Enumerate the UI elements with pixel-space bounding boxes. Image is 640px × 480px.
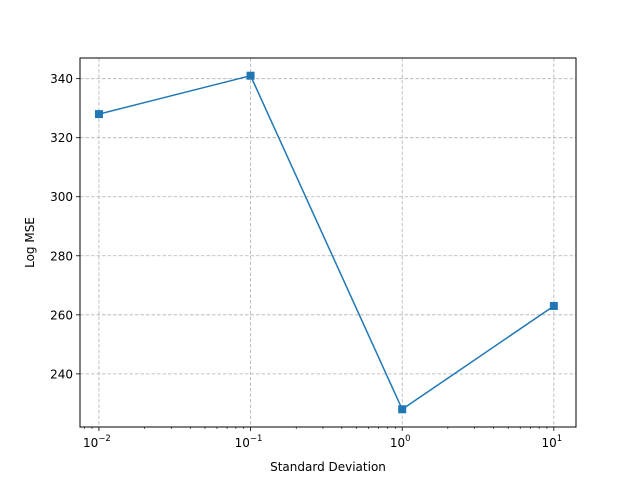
x-tick-label: 101 (541, 434, 562, 450)
x-tick-label: 10−2 (83, 434, 111, 450)
x-tick-label: 10−1 (235, 434, 263, 450)
y-tick-label: 320 (50, 131, 73, 145)
grid-lines (80, 58, 576, 427)
y-tick-label: 340 (50, 72, 73, 86)
x-axis-label: Standard Deviation (270, 460, 386, 474)
data-point-marker (246, 71, 255, 80)
plot-frame (79, 57, 577, 428)
y-axis: 240 260 280 300 320 340 (50, 72, 80, 381)
x-axis: 10−2 10−1 100 101 (83, 427, 562, 450)
y-axis-label: Log MSE (23, 217, 37, 268)
y-tick-label: 280 (50, 249, 73, 263)
y-tick-label: 260 (50, 308, 73, 322)
y-tick-label: 240 (50, 367, 73, 381)
x-tick-label: 100 (390, 434, 411, 450)
series-line (98, 74, 555, 411)
data-point-marker (94, 110, 103, 119)
y-tick-label: 300 (50, 190, 73, 204)
data-point-marker (549, 301, 558, 310)
data-point-marker (398, 405, 407, 414)
series-group (94, 71, 558, 414)
